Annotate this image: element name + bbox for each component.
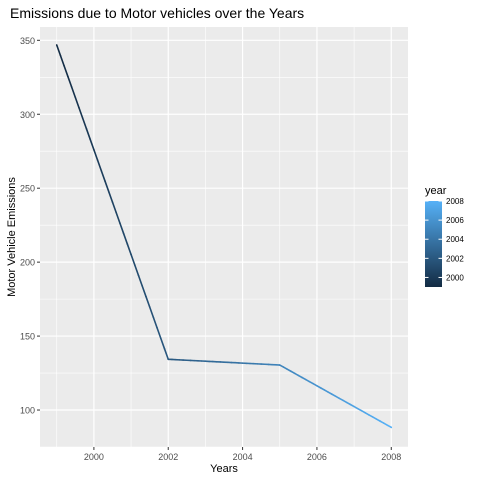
data-point bbox=[279, 364, 281, 366]
data-point bbox=[56, 44, 58, 46]
legend-tick-label: 2006 bbox=[446, 216, 464, 225]
y-tick-label: 350 bbox=[20, 36, 35, 46]
x-tick-label: 2006 bbox=[307, 452, 327, 462]
y-tick-label: 200 bbox=[20, 258, 35, 268]
x-tick-label: 2002 bbox=[158, 452, 178, 462]
legend-tick-label: 2004 bbox=[446, 235, 464, 244]
y-axis-label: Motor Vehicle Emissions bbox=[6, 177, 18, 297]
legend-tick-label: 2000 bbox=[446, 273, 464, 282]
data-point bbox=[167, 358, 169, 360]
legend-colorbar bbox=[425, 201, 442, 287]
data-point bbox=[390, 427, 392, 429]
legend-title: year bbox=[425, 185, 447, 197]
plot-panel bbox=[40, 27, 408, 447]
y-tick-label: 100 bbox=[20, 406, 35, 416]
x-tick-label: 2000 bbox=[84, 452, 104, 462]
x-axis-label: Years bbox=[210, 463, 238, 475]
y-tick-label: 300 bbox=[20, 110, 35, 120]
y-tick-label: 150 bbox=[20, 332, 35, 342]
x-tick-label: 2008 bbox=[381, 452, 401, 462]
legend-tick-label: 2008 bbox=[446, 197, 464, 206]
chart-title: Emissions due to Motor vehicles over the… bbox=[10, 5, 304, 21]
x-tick-label: 2004 bbox=[233, 452, 253, 462]
legend-tick-label: 2002 bbox=[446, 254, 464, 263]
y-tick-label: 250 bbox=[20, 184, 35, 194]
